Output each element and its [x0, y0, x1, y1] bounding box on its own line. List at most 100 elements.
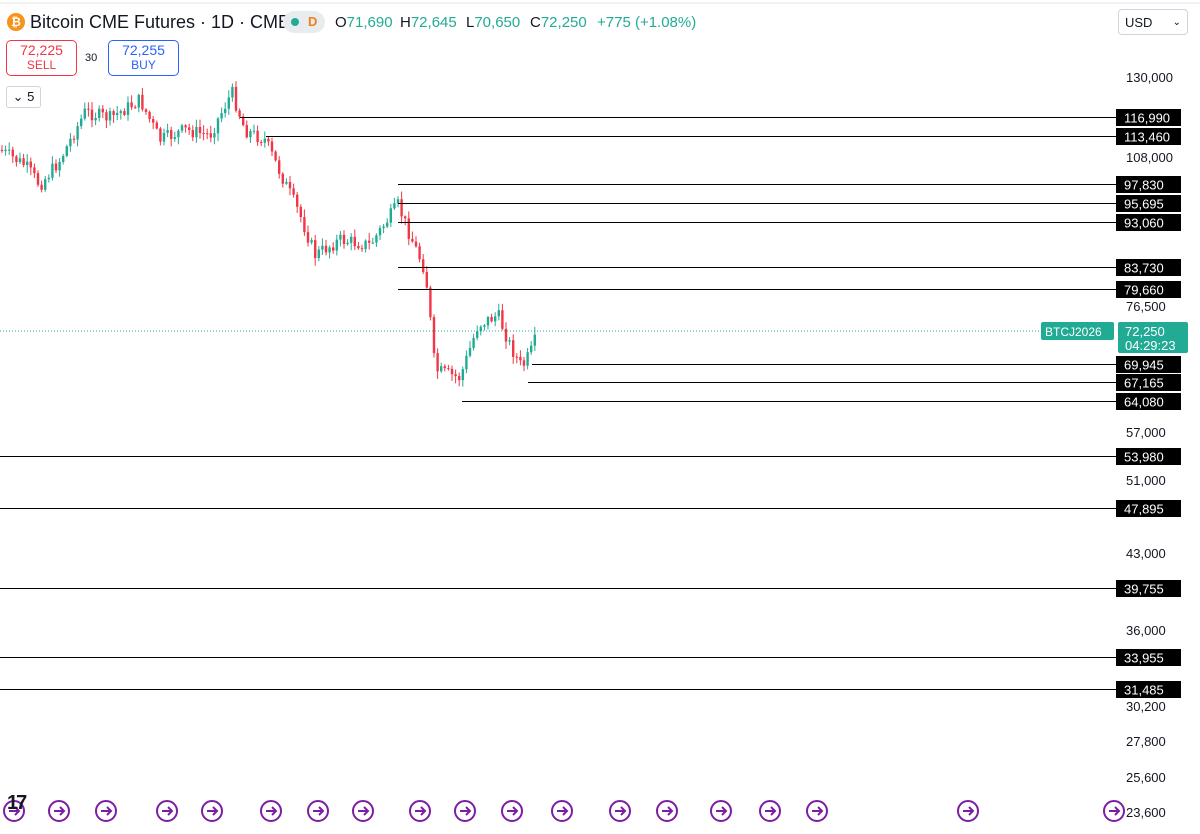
candle-body	[429, 287, 432, 318]
candle-body	[371, 242, 374, 244]
candle-body	[188, 127, 191, 130]
candle-body	[288, 181, 292, 189]
candle-body	[281, 173, 284, 184]
level-price-label: 53,980	[1116, 448, 1181, 465]
candle-body	[209, 133, 212, 138]
candle-body	[263, 138, 266, 143]
candle-body	[173, 137, 176, 139]
candle-body	[486, 316, 490, 326]
y-tick-label: 130,000	[1126, 70, 1173, 85]
candle-body	[432, 317, 436, 354]
event-marker-icon	[454, 800, 476, 822]
candle-body	[134, 107, 137, 109]
candle-body	[389, 208, 392, 223]
candle-body	[274, 151, 277, 161]
data-delay-badge: D	[308, 14, 318, 29]
candle-body	[303, 217, 306, 233]
candle-body	[270, 141, 274, 152]
candle-body	[249, 131, 252, 138]
level-price-label: 67,165	[1116, 374, 1181, 391]
candle-body	[54, 163, 58, 171]
symbol-title[interactable]: Bitcoin CME Futures · 1D · CME	[30, 12, 291, 32]
ohlc-close: C72,250	[530, 14, 587, 31]
candle-body	[353, 236, 356, 247]
ohlc-high: H72,645	[400, 14, 457, 31]
level-price-text: 83,730	[1124, 261, 1164, 276]
candle-body	[256, 130, 259, 143]
candle-body	[504, 328, 508, 342]
candle-body	[443, 366, 446, 369]
symbol-tag-text: BTCJ2026	[1045, 325, 1102, 339]
candle-body	[65, 146, 68, 156]
candle-body	[479, 326, 482, 332]
candle-body	[339, 234, 342, 240]
candle-body	[296, 194, 299, 207]
buy-button[interactable]: 72,255 BUY	[108, 40, 179, 76]
candle-body	[80, 118, 83, 127]
candle-body	[447, 368, 450, 370]
candle-body	[220, 113, 223, 119]
chevron-down-icon: ⌄	[1172, 17, 1181, 28]
candle-body	[83, 108, 86, 119]
candle-body	[0, 150, 4, 152]
market-status-pill[interactable]: D	[283, 11, 325, 33]
level-price-label: 95,695	[1116, 195, 1181, 212]
indicators-toggle-button[interactable]: ⌄ 5	[6, 86, 41, 108]
candle-body	[126, 102, 130, 115]
level-price-label: 33,955	[1116, 649, 1181, 666]
candle-body	[29, 161, 32, 168]
candle-body	[472, 337, 475, 349]
sell-price: 72,225	[20, 42, 63, 58]
candle-body	[375, 235, 378, 243]
countdown-text: 04:29:23	[1125, 338, 1176, 353]
candle-body	[206, 133, 209, 135]
candle-body	[490, 316, 493, 322]
y-tick-label: 30,200	[1126, 699, 1166, 714]
candle-body	[436, 353, 439, 372]
candle-body	[425, 272, 428, 288]
tradingview-logo[interactable]: 17	[7, 792, 27, 814]
price-axis: 130,000 108,000 76,500 57,000 51,000 43,000 36…	[1126, 70, 1173, 820]
level-price-label: 113,460	[1116, 128, 1181, 145]
y-tick-label: 51,000	[1126, 473, 1166, 488]
candle-body	[335, 239, 338, 251]
event-marker-icon	[95, 800, 117, 822]
candle-body	[522, 360, 526, 366]
candle-body	[454, 374, 457, 377]
buy-price: 72,255	[122, 42, 165, 58]
candle-body	[94, 118, 97, 121]
currency-value: USD	[1125, 15, 1153, 30]
candle-body	[238, 110, 241, 117]
y-tick-label: 23,600	[1126, 805, 1166, 820]
candle-body	[357, 246, 360, 249]
event-marker-icon	[156, 800, 178, 822]
candle-body	[44, 179, 47, 190]
candle-body	[108, 111, 112, 121]
candle-body	[494, 316, 497, 322]
candle-body	[22, 158, 25, 166]
level-price-text: 33,955	[1124, 651, 1164, 666]
candle-body	[465, 355, 468, 370]
candle-body	[8, 149, 11, 151]
candle-body	[170, 130, 173, 139]
level-price-label: 97,830	[1116, 176, 1181, 193]
level-price-text: 47,895	[1124, 502, 1164, 517]
candle-body	[116, 113, 119, 116]
currency-select[interactable]: USD ⌄	[1118, 9, 1188, 35]
event-markers-group	[3, 800, 1125, 822]
ohlc-change: +775 (+1.08%)	[597, 14, 697, 31]
candle-body	[512, 340, 515, 357]
candle-body	[267, 138, 270, 142]
level-price-label: 39,755	[1116, 580, 1181, 597]
candle-body	[213, 133, 216, 138]
candle-body	[11, 149, 14, 157]
y-tick-label: 27,800	[1126, 734, 1166, 749]
level-price-text: 97,830	[1124, 178, 1164, 193]
candle-body	[458, 376, 461, 381]
candle-body	[422, 259, 425, 273]
sell-button[interactable]: 72,225 SELL	[6, 40, 77, 76]
event-marker-icon	[551, 800, 573, 822]
event-marker-icon	[3, 800, 25, 822]
candle-body	[144, 109, 148, 112]
